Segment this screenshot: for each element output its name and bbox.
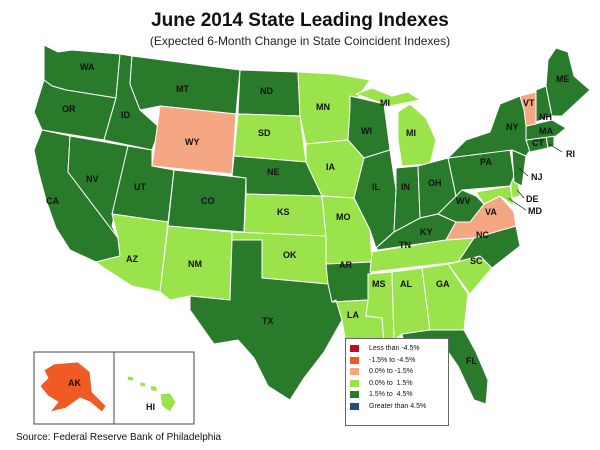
label-WA: WA: [80, 62, 95, 72]
label-KS: KS: [277, 207, 290, 217]
legend-label: -1.5% to -4.5%: [369, 356, 416, 364]
label-MT: MT: [176, 84, 189, 94]
label-OR: OR: [62, 104, 76, 114]
label-WY: WY: [185, 137, 200, 147]
label-FL: FL: [466, 356, 477, 366]
label-NM: NM: [188, 259, 202, 269]
label-TX: TX: [262, 316, 274, 326]
label-WI: WI: [361, 126, 372, 136]
legend-swatch: [350, 356, 359, 364]
legend-item: 0.0% to 1.5%: [350, 378, 444, 390]
legend-label: 1.5% to 4.5%: [369, 391, 413, 399]
label-NV: NV: [86, 174, 99, 184]
legend-swatch: [350, 368, 359, 376]
label-CO: CO: [201, 196, 215, 206]
legend-item: Less than -4.5%: [350, 343, 444, 355]
label-ID: ID: [121, 110, 131, 120]
label-ND: ND: [260, 86, 273, 96]
label-CA: CA: [46, 196, 59, 206]
state-ME: [545, 47, 591, 117]
label-IL: IL: [372, 182, 381, 192]
legend-item: 1.5% to 4.5%: [350, 389, 444, 401]
label-ME: ME: [556, 74, 570, 84]
label-SC: SC: [470, 256, 483, 266]
label-MA: MA: [539, 126, 553, 136]
legend-swatch: [350, 345, 359, 353]
hawaii-inset-frame: [113, 351, 195, 425]
leader-MD: [507, 197, 527, 211]
legend-label: Greater than 4.5%: [369, 402, 427, 410]
label-HI: HI: [146, 402, 155, 412]
label-VT: VT: [523, 98, 535, 108]
legend-swatch: [350, 391, 359, 399]
leader-RI: [548, 143, 563, 153]
leader-NJ: [518, 167, 529, 177]
label-GA: GA: [436, 279, 450, 289]
label-MN: MN: [316, 102, 330, 112]
label-OK: OK: [283, 250, 297, 260]
label-MI: MI: [406, 128, 416, 138]
label-VA: VA: [485, 207, 497, 217]
state-HI-4: [159, 392, 177, 413]
label-TN: TN: [399, 240, 411, 250]
label-IN: IN: [401, 182, 410, 192]
leader-DE: [516, 189, 525, 199]
label-AK: AK: [68, 378, 81, 388]
label-AL: AL: [400, 279, 412, 289]
label-NJ: NJ: [531, 172, 543, 182]
state-HI-1: [126, 375, 135, 382]
label-CT: CT: [532, 138, 544, 148]
state-HI-3: [149, 385, 159, 392]
label-NY: NY: [506, 122, 519, 132]
map-subtitle: (Expected 6-Month Change in State Coinci…: [149, 34, 451, 48]
label-MI-upper: MI: [380, 98, 390, 108]
legend-item: -1.5% to -4.5%: [350, 355, 444, 367]
state-AK: [39, 361, 107, 413]
label-PA: PA: [480, 157, 492, 167]
label-KY: KY: [420, 227, 433, 237]
source-note: Source: Federal Reserve Bank of Philadel…: [16, 432, 222, 443]
legend: Less than -4.5% -1.5% to -4.5% 0.0% to -1.…: [345, 338, 449, 426]
state-MA: [525, 119, 567, 141]
label-NC: NC: [476, 230, 489, 240]
state-MD: [475, 185, 515, 207]
label-MS: MS: [372, 279, 386, 289]
label-IA: IA: [326, 162, 336, 172]
label-DE: DE: [526, 194, 539, 204]
legend-swatch: [350, 402, 359, 410]
label-NE: NE: [267, 167, 280, 177]
state-HI-2: [139, 381, 147, 388]
label-SD: SD: [258, 128, 271, 138]
state-GA: [421, 263, 469, 331]
legend-swatch: [350, 379, 359, 387]
state-VT: [519, 91, 537, 127]
state-MI-upper: [355, 87, 421, 107]
label-MO: MO: [336, 212, 351, 222]
legend-item: Greater than 4.5%: [350, 401, 444, 413]
label-MD: MD: [528, 206, 542, 216]
label-AZ: AZ: [126, 254, 138, 264]
state-MI: [397, 103, 437, 167]
label-WV: WV: [456, 196, 471, 206]
label-OH: OH: [428, 178, 442, 188]
label-LA: LA: [347, 310, 359, 320]
label-AR: AR: [339, 260, 352, 270]
state-NY: [447, 95, 535, 159]
label-NH: NH: [539, 112, 552, 122]
label-UT: UT: [134, 182, 146, 192]
legend-item: 0.0% to -1.5%: [350, 366, 444, 378]
state-SD: [233, 113, 307, 163]
map-title: June 2014 State Leading Indexes: [151, 10, 449, 31]
state-TX: [189, 239, 343, 401]
legend-label: 0.0% to 1.5%: [369, 379, 413, 387]
label-RI: RI: [566, 149, 575, 159]
legend-label: Less than -4.5%: [369, 345, 420, 353]
legend-label: 0.0% to -1.5%: [369, 368, 413, 376]
